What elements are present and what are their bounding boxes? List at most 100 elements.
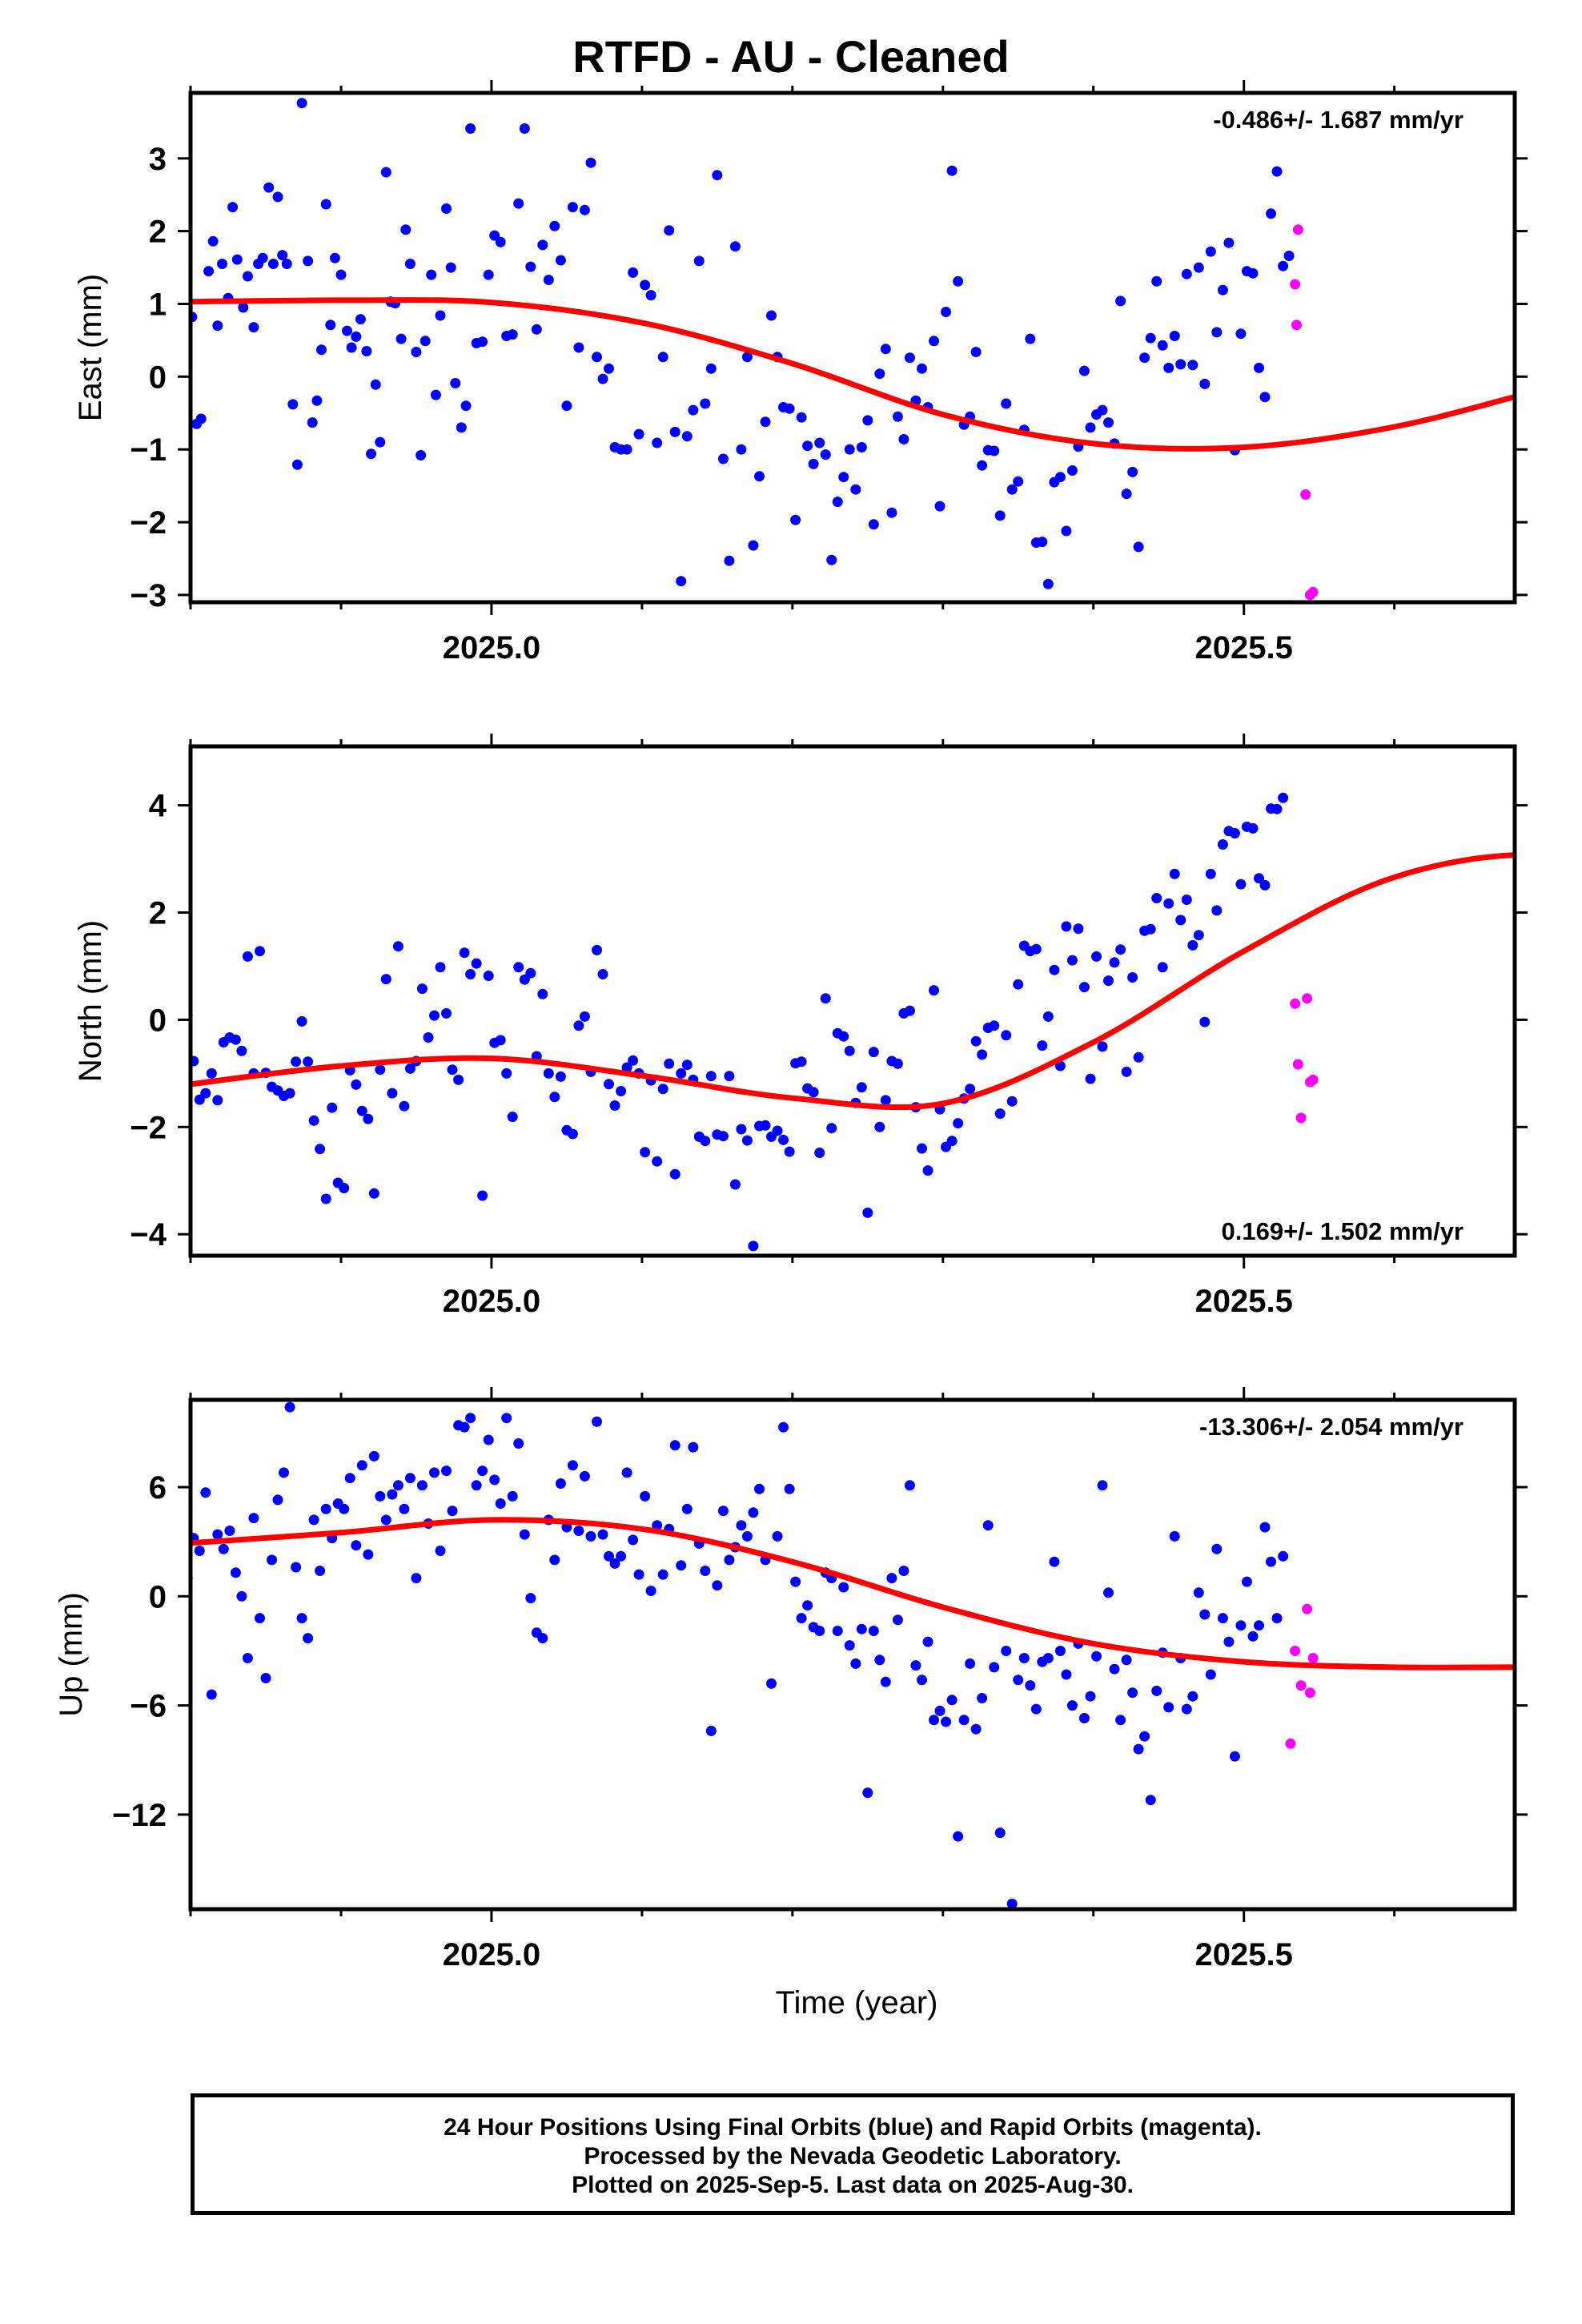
north-fit-line (191, 852, 1515, 1111)
east-y-tick-label: −3 (130, 578, 167, 613)
final-orbit-point (227, 202, 239, 213)
final-orbit-point (790, 514, 801, 525)
final-orbit-point (416, 1480, 428, 1491)
final-orbit-point (633, 1569, 644, 1580)
final-orbit-point (736, 444, 747, 455)
final-orbit-point (296, 1015, 307, 1027)
final-orbit-point (970, 1035, 982, 1047)
final-orbit-point (1247, 822, 1259, 834)
final-orbit-point (946, 1695, 958, 1706)
rapid-orbit-point (1295, 1680, 1307, 1691)
final-orbit-point (471, 1480, 482, 1491)
final-orbit-point (820, 993, 831, 1004)
final-orbit-point (892, 411, 903, 422)
final-orbit-point (549, 220, 560, 231)
final-orbit-point (1199, 1609, 1211, 1620)
final-orbit-point (953, 1118, 964, 1129)
final-orbit-point (1157, 340, 1168, 351)
final-orbit-point (910, 1660, 921, 1671)
final-orbit-point (880, 1676, 891, 1687)
final-orbit-point (238, 302, 249, 313)
final-orbit-point (784, 1483, 795, 1494)
plots-canvas: 2025.0 2025.5 −3 −2 −1 0 1 2 3 East (mm) -0.486+/-… (54, 80, 1528, 2020)
final-orbit-point (1175, 359, 1186, 370)
final-orbit-point (1163, 1702, 1174, 1713)
final-orbit-point (501, 1413, 512, 1424)
final-orbit-point (886, 1573, 897, 1584)
final-orbit-point (1199, 378, 1211, 389)
final-orbit-point (567, 202, 578, 213)
final-orbit-point (681, 1503, 693, 1514)
final-orbit-point (1163, 898, 1174, 909)
final-orbit-point (375, 436, 386, 448)
final-orbit-point (958, 1715, 970, 1726)
final-orbit-point (1205, 868, 1216, 879)
final-orbit-point (277, 250, 288, 261)
final-orbit-point (1097, 1480, 1108, 1491)
final-orbit-point (291, 1562, 302, 1573)
final-orbit-point (748, 1240, 759, 1252)
final-orbit-point (501, 1068, 512, 1079)
final-orbit-point (1078, 982, 1090, 993)
final-orbit-point (1145, 332, 1156, 344)
final-orbit-point (688, 404, 699, 416)
final-orbit-point (808, 458, 819, 469)
final-orbit-point (880, 1095, 891, 1106)
final-orbit-point (450, 378, 461, 388)
final-orbit-point (507, 1490, 518, 1502)
final-orbit-point (342, 325, 352, 336)
final-orbit-point (212, 320, 223, 332)
final-orbit-point (700, 1566, 711, 1576)
final-orbit-point (796, 412, 807, 423)
final-orbit-point (868, 1626, 879, 1636)
final-orbit-point (826, 1123, 837, 1134)
final-orbit-point (1235, 328, 1247, 340)
final-orbit-point (257, 252, 268, 263)
final-orbit-point (585, 157, 596, 168)
final-orbit-point (892, 1058, 903, 1069)
final-orbit-point (363, 1549, 374, 1560)
final-orbit-point (1121, 1655, 1132, 1666)
final-orbit-point (628, 1534, 639, 1546)
east-x-tick-label: 2025.5 (1195, 630, 1293, 665)
final-orbit-point (736, 1124, 747, 1135)
final-orbit-point (429, 1467, 440, 1478)
final-orbit-point (778, 1421, 789, 1433)
final-orbit-point (1145, 1795, 1156, 1806)
final-orbit-point (387, 1489, 398, 1500)
final-orbit-point (688, 1441, 699, 1453)
final-orbit-point (236, 1590, 247, 1602)
final-orbit-point (1049, 964, 1060, 975)
final-orbit-point (1193, 930, 1204, 941)
rapid-orbit-point (1304, 1687, 1315, 1699)
final-orbit-point (917, 1143, 927, 1154)
final-orbit-point (380, 974, 391, 985)
final-orbit-point (633, 428, 644, 440)
rapid-orbit-point (1307, 586, 1319, 597)
final-orbit-point (874, 1121, 885, 1132)
final-orbit-point (1030, 943, 1042, 955)
rapid-orbit-point (1307, 1074, 1319, 1085)
final-orbit-point (760, 1120, 771, 1131)
final-orbit-point (741, 1135, 753, 1146)
up-y-tick-label: 0 (149, 1579, 167, 1614)
up-x-axis-label: Time (year) (776, 1985, 938, 2020)
final-orbit-point (1115, 1715, 1126, 1726)
final-orbit-point (1133, 541, 1144, 553)
final-orbit-point (1121, 1066, 1132, 1077)
final-orbit-point (307, 417, 318, 428)
final-orbit-point (430, 389, 441, 400)
final-orbit-point (1133, 1051, 1144, 1063)
east-fit-line (191, 297, 1515, 452)
final-orbit-point (676, 1068, 687, 1079)
final-orbit-point (790, 1576, 801, 1587)
final-orbit-point (1217, 839, 1228, 850)
final-orbit-point (645, 290, 656, 301)
north-rate-label: 0.169+/- 1.502 mm/yr (1222, 1217, 1464, 1245)
final-orbit-point (1217, 284, 1228, 296)
final-orbit-point (1151, 893, 1162, 903)
final-orbit-point (802, 1600, 813, 1611)
final-orbit-point (284, 1088, 295, 1099)
final-orbit-point (1127, 1687, 1138, 1699)
